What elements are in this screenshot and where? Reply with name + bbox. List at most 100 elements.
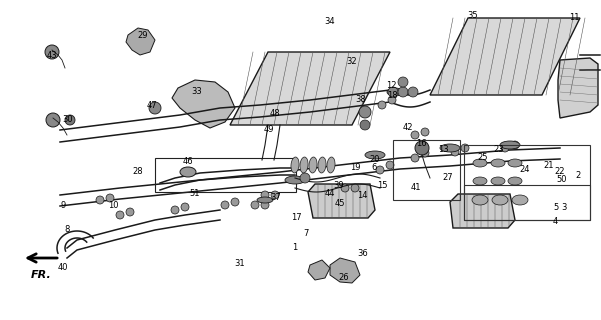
Ellipse shape (65, 115, 75, 125)
Bar (464, 185, 590, 220)
Ellipse shape (360, 120, 370, 130)
Ellipse shape (473, 177, 487, 185)
Text: 11: 11 (569, 13, 579, 22)
Text: 44: 44 (325, 188, 335, 197)
Ellipse shape (261, 191, 269, 199)
Ellipse shape (473, 159, 487, 167)
Polygon shape (172, 80, 235, 128)
Ellipse shape (472, 195, 488, 205)
Polygon shape (308, 184, 375, 218)
Text: 49: 49 (264, 125, 274, 134)
Text: 1: 1 (292, 244, 297, 252)
Ellipse shape (376, 166, 384, 174)
Text: 5: 5 (554, 203, 558, 212)
Text: 34: 34 (325, 18, 335, 27)
Ellipse shape (341, 184, 349, 192)
Ellipse shape (421, 149, 429, 157)
Ellipse shape (388, 96, 396, 104)
Ellipse shape (365, 151, 385, 159)
Ellipse shape (318, 157, 326, 173)
Ellipse shape (300, 157, 308, 173)
Ellipse shape (387, 88, 403, 96)
Ellipse shape (45, 45, 59, 59)
Ellipse shape (508, 159, 522, 167)
Text: 46: 46 (183, 157, 194, 166)
Bar (393, 140, 460, 200)
Text: 33: 33 (192, 87, 203, 97)
Ellipse shape (408, 87, 418, 97)
Text: 13: 13 (438, 146, 448, 155)
Text: 12: 12 (386, 81, 396, 90)
Ellipse shape (291, 157, 299, 173)
Bar (464, 145, 590, 220)
Text: 45: 45 (335, 198, 345, 207)
Text: 30: 30 (63, 116, 73, 124)
Text: 3: 3 (561, 203, 567, 212)
Polygon shape (450, 194, 515, 228)
Text: 4: 4 (552, 218, 558, 227)
Ellipse shape (508, 177, 522, 185)
Ellipse shape (221, 201, 229, 209)
Text: 32: 32 (347, 58, 358, 67)
Text: 42: 42 (403, 124, 413, 132)
Ellipse shape (500, 141, 520, 149)
Text: 24: 24 (520, 165, 530, 174)
Text: 50: 50 (557, 175, 567, 185)
Text: 28: 28 (133, 167, 143, 177)
Ellipse shape (46, 113, 60, 127)
Text: 8: 8 (64, 226, 70, 235)
Ellipse shape (327, 157, 335, 173)
Ellipse shape (512, 195, 528, 205)
Ellipse shape (257, 197, 273, 203)
Ellipse shape (398, 77, 408, 87)
Ellipse shape (378, 101, 386, 109)
Ellipse shape (461, 144, 469, 152)
Text: 15: 15 (377, 180, 387, 189)
Ellipse shape (231, 198, 239, 206)
Bar (155, 158, 296, 192)
Ellipse shape (96, 196, 104, 204)
Text: 39: 39 (334, 180, 344, 189)
Text: 35: 35 (468, 11, 478, 20)
Text: 21: 21 (544, 161, 554, 170)
Text: 9: 9 (60, 201, 66, 210)
Ellipse shape (440, 144, 460, 152)
Ellipse shape (451, 148, 459, 156)
Text: 51: 51 (190, 188, 200, 197)
Text: 31: 31 (234, 259, 245, 268)
Text: 43: 43 (47, 51, 57, 60)
Ellipse shape (491, 177, 505, 185)
Ellipse shape (251, 201, 259, 209)
Ellipse shape (411, 154, 419, 162)
Ellipse shape (300, 173, 310, 183)
Ellipse shape (180, 167, 196, 177)
Text: 6: 6 (371, 164, 377, 172)
Ellipse shape (491, 159, 505, 167)
Text: 14: 14 (357, 190, 367, 199)
Polygon shape (230, 52, 390, 125)
Text: 23: 23 (493, 146, 504, 155)
Ellipse shape (309, 157, 317, 173)
Ellipse shape (501, 144, 509, 152)
Text: 29: 29 (138, 30, 148, 39)
Text: 48: 48 (270, 108, 280, 117)
Polygon shape (430, 18, 580, 95)
Ellipse shape (271, 191, 279, 199)
Text: 37: 37 (270, 193, 281, 202)
Ellipse shape (149, 102, 161, 114)
Text: 10: 10 (108, 201, 118, 210)
Ellipse shape (511, 141, 519, 149)
Polygon shape (558, 58, 598, 118)
Ellipse shape (415, 141, 429, 155)
Ellipse shape (181, 203, 189, 211)
Ellipse shape (261, 201, 269, 209)
Text: 20: 20 (370, 156, 380, 164)
Ellipse shape (285, 176, 305, 184)
Text: 22: 22 (555, 167, 566, 177)
Text: 40: 40 (58, 263, 69, 273)
Text: 47: 47 (147, 100, 157, 109)
Ellipse shape (492, 195, 508, 205)
Ellipse shape (126, 208, 134, 216)
Text: 16: 16 (416, 139, 426, 148)
Polygon shape (308, 260, 330, 280)
